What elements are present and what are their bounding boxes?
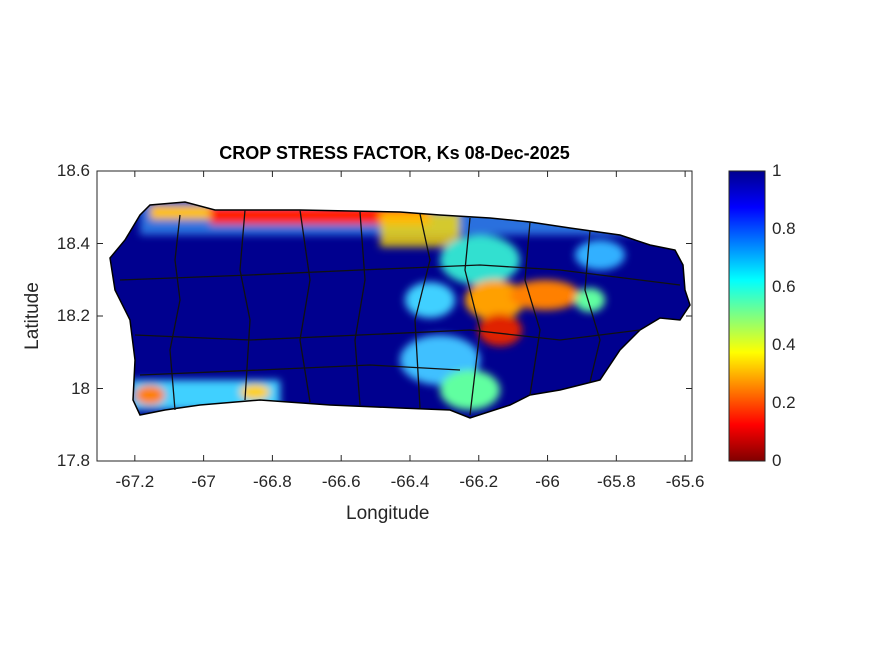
x-tick-label: -66.4 <box>390 472 430 491</box>
colorbar-tick-label: 1 <box>772 161 782 180</box>
map-title: CROP STRESS FACTOR, Ks 08-Dec-2025 <box>219 143 570 163</box>
x-tick-label: -65.6 <box>665 472 705 491</box>
x-axis-label: Longitude <box>346 503 430 524</box>
y-tick-label: 18 <box>71 378 90 398</box>
y-axis-label: Latitude <box>22 282 43 350</box>
y-tick-label: 18.2 <box>56 306 90 325</box>
x-tick-label: -65.8 <box>596 472 636 491</box>
x-tick-label: -66.6 <box>321 472 361 491</box>
x-tick-label: -66.2 <box>459 472 499 491</box>
colorbar-tick-label: 0 <box>772 451 782 470</box>
x-tick-label: -67 <box>191 472 216 491</box>
x-tick-label: -66 <box>535 472 560 491</box>
y-tick-label: 18.4 <box>56 233 90 253</box>
colorbar-tick-label: 0.2 <box>772 393 796 412</box>
y-tick-label: 18.6 <box>56 161 90 180</box>
x-tick-label: -67.2 <box>115 472 155 491</box>
colorbar-tick-label: 0.4 <box>772 335 796 354</box>
colorbar <box>728 170 766 462</box>
colorbar-tick-label: 0.8 <box>772 219 796 238</box>
y-tick-label: 17.8 <box>56 451 90 470</box>
municipality-borders <box>119 209 681 416</box>
x-tick-label: -66.8 <box>253 472 292 491</box>
colorbar-tick-label: 0.6 <box>772 277 796 296</box>
